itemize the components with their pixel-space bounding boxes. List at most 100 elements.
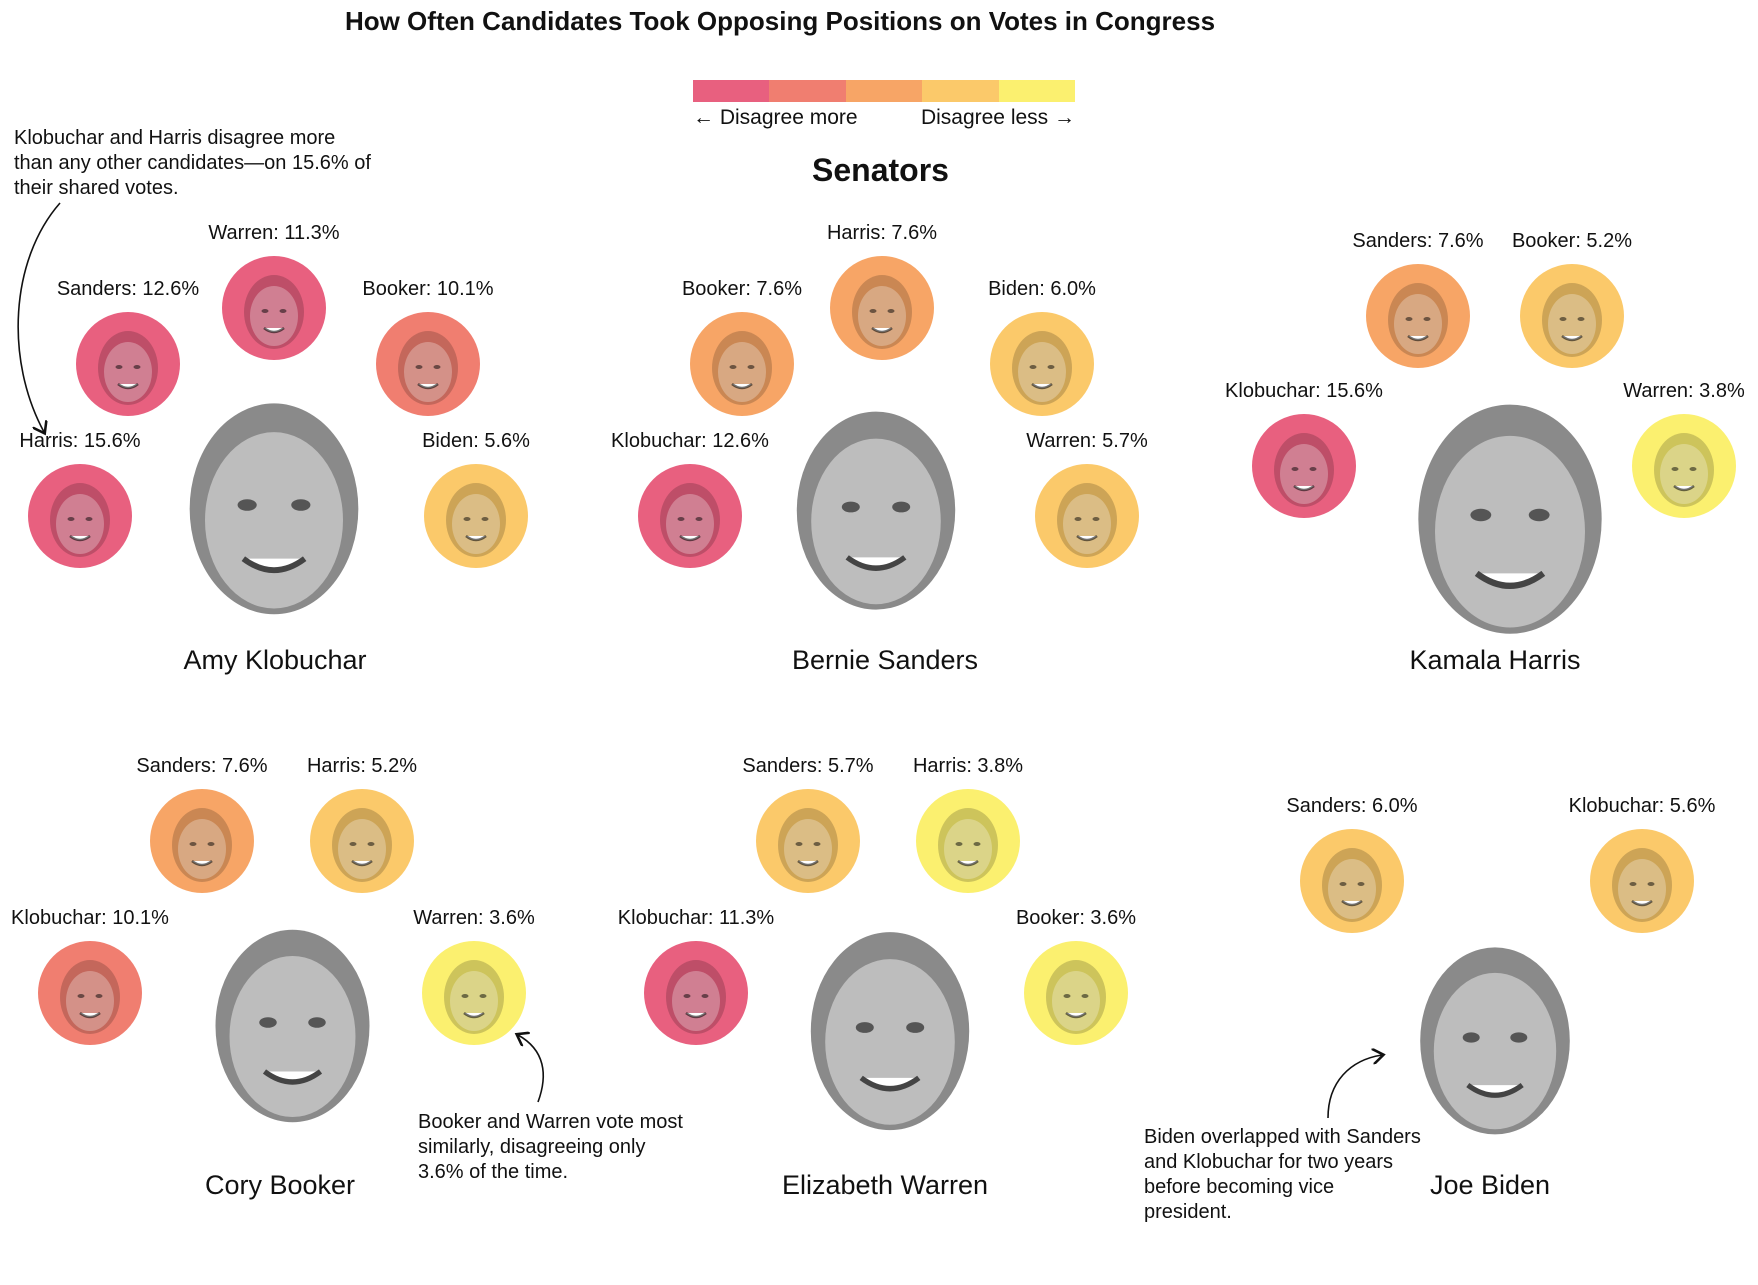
- chart-title: How Often Candidates Took Opposing Posit…: [344, 6, 1216, 36]
- peer-color-disc: [1632, 414, 1736, 518]
- peer-color-disc: [756, 789, 860, 893]
- peer-color-disc: [638, 464, 742, 568]
- peer-booker: Booker: 5.2%: [1512, 230, 1632, 368]
- peer-color-disc: [830, 256, 934, 360]
- panel-elizabeth-warren: Elizabeth Warren Klobuchar: 11.3% Sanders:…: [590, 725, 1190, 1285]
- peer-sanders: Sanders: 7.6%: [136, 755, 268, 893]
- panel-joe-biden: Joe Biden Sanders: 6.0% Klobuchar: 5.6%: [1180, 725, 1758, 1285]
- peer-color-disc: [150, 789, 254, 893]
- peer-klobuchar: Klobuchar: 11.3%: [618, 907, 774, 1045]
- center-portrait: [205, 910, 380, 1135]
- candidate-name: Amy Klobuchar: [183, 645, 367, 675]
- peer-color-disc: [424, 464, 528, 568]
- peer-label: Booker: 5.2%: [1511, 230, 1633, 252]
- peer-label: Sanders: 7.6%: [1352, 230, 1484, 252]
- peer-label: Sanders: 6.0%: [1286, 795, 1418, 817]
- peer-color-disc: [310, 789, 414, 893]
- chart-stage: How Often Candidates Took Opposing Posit…: [0, 6, 1758, 1223]
- peer-sanders: Sanders: 7.6%: [1352, 230, 1484, 368]
- candidate-name: Bernie Sanders: [791, 645, 979, 675]
- peer-color-disc: [1300, 829, 1404, 933]
- peer-booker: Booker: 10.1%: [362, 278, 494, 416]
- peer-label: Booker: 3.6%: [1015, 907, 1137, 929]
- center-portrait: [174, 390, 374, 620]
- peer-harris: Harris: 15.6%: [19, 430, 141, 568]
- peer-label: Klobuchar: 11.3%: [617, 907, 775, 929]
- peer-color-disc: [1024, 941, 1128, 1045]
- peer-color-disc: [916, 789, 1020, 893]
- peer-color-disc: [76, 312, 180, 416]
- peer-warren: Warren: 5.7%: [1026, 430, 1148, 568]
- peer-label: Warren: 3.8%: [1623, 380, 1745, 402]
- peer-label: Klobuchar: 12.6%: [611, 430, 769, 452]
- peer-label: Warren: 5.7%: [1026, 430, 1148, 452]
- peer-label: Booker: 10.1%: [362, 278, 494, 300]
- candidate-name: Cory Booker: [204, 1170, 356, 1200]
- peer-klobuchar: Klobuchar: 10.1%: [11, 907, 169, 1045]
- color-legend: ← Disagree more Disagree less →: [693, 80, 1076, 132]
- peer-label: Harris: 3.8%: [912, 755, 1024, 777]
- panel-cory-booker: Cory Booker Klobuchar: 10.1% Sanders: 7.6%…: [0, 725, 600, 1285]
- peer-biden: Biden: 6.0%: [988, 278, 1096, 416]
- peer-harris: Harris: 5.2%: [307, 755, 417, 893]
- panel-bernie-sanders: Bernie Sanders Klobuchar: 12.6% Booker: 7.…: [590, 200, 1190, 760]
- center-portrait: [800, 915, 980, 1140]
- peer-color-disc: [1520, 264, 1624, 368]
- arrow-booker-warren: [518, 1035, 544, 1103]
- arrow-biden: [1327, 1055, 1382, 1119]
- peer-label: Warren: 11.3%: [208, 222, 340, 244]
- peer-label: Sanders: 7.6%: [136, 755, 268, 777]
- peer-label: Biden: 6.0%: [988, 278, 1096, 300]
- peer-color-disc: [1590, 829, 1694, 933]
- peer-color-disc: [376, 312, 480, 416]
- annotation-booker-warren: Booker and Warren vote most similarly, d…: [418, 1111, 683, 1183]
- legend-swatch-3: [845, 80, 923, 102]
- peer-klobuchar: Klobuchar: 12.6%: [611, 430, 769, 568]
- annotation-arrows: [17, 202, 1758, 1119]
- candidate-name: Kamala Harris: [1409, 645, 1581, 675]
- peer-color-disc: [690, 312, 794, 416]
- candidate-name: Elizabeth Warren: [781, 1170, 989, 1200]
- peer-label: Harris: 5.2%: [306, 755, 418, 777]
- peer-color-disc: [38, 941, 142, 1045]
- peer-color-disc: [990, 312, 1094, 416]
- center-portrait: [1390, 390, 1630, 640]
- peer-color-disc: [1035, 464, 1139, 568]
- panel-amy-klobuchar: Amy Klobuchar Harris: 15.6% Sanders: 12.6%…: [0, 200, 600, 760]
- peer-klobuchar: Klobuchar: 5.6%: [1569, 795, 1715, 933]
- peer-sanders: Sanders: 5.7%: [742, 755, 874, 893]
- peer-color-disc: [1366, 264, 1470, 368]
- peer-sanders: Sanders: 6.0%: [1286, 795, 1418, 933]
- peer-warren: Warren: 3.6%: [413, 907, 535, 1045]
- peer-label: Klobuchar: 5.6%: [1568, 795, 1716, 817]
- section-title: Senators: [812, 152, 949, 188]
- legend-swatch-1: [693, 80, 770, 102]
- peer-booker: Booker: 3.6%: [1016, 907, 1136, 1045]
- peer-klobuchar: Klobuchar: 15.6%: [1225, 380, 1383, 518]
- peer-color-disc: [222, 256, 326, 360]
- peer-color-disc: [1252, 414, 1356, 518]
- peer-harris: Harris: 7.6%: [827, 222, 937, 360]
- peer-color-disc: [644, 941, 748, 1045]
- peer-color-disc: [422, 941, 526, 1045]
- peer-booker: Booker: 7.6%: [682, 278, 802, 416]
- legend-swatch-4: [922, 80, 999, 102]
- arrow-klobuchar-harris: [17, 202, 61, 432]
- legend-left-label: ← Disagree more: [693, 106, 858, 129]
- candidate-name: Joe Biden: [1429, 1170, 1551, 1200]
- peer-color-disc: [28, 464, 132, 568]
- peer-label: Harris: 15.6%: [19, 430, 141, 452]
- peer-label: Booker: 7.6%: [681, 278, 803, 300]
- peer-warren: Warren: 3.8%: [1623, 380, 1745, 518]
- legend-color-bar: [693, 80, 1076, 102]
- annotation-biden: Biden overlapped with Sanders and Klobuc…: [1144, 1126, 1421, 1223]
- panel-kamala-harris: Kamala Harris Klobuchar: 15.6% Sanders: 7.…: [1180, 200, 1758, 760]
- peer-label: Sanders: 5.7%: [742, 755, 874, 777]
- legend-swatch-5: [998, 80, 1076, 102]
- peer-harris: Harris: 3.8%: [913, 755, 1023, 893]
- peer-label: Biden: 5.6%: [422, 430, 530, 452]
- peer-label: Harris: 7.6%: [826, 222, 938, 244]
- peer-label: Warren: 3.6%: [413, 907, 535, 929]
- legend-swatch-2: [769, 80, 846, 102]
- center-portrait: [786, 392, 966, 622]
